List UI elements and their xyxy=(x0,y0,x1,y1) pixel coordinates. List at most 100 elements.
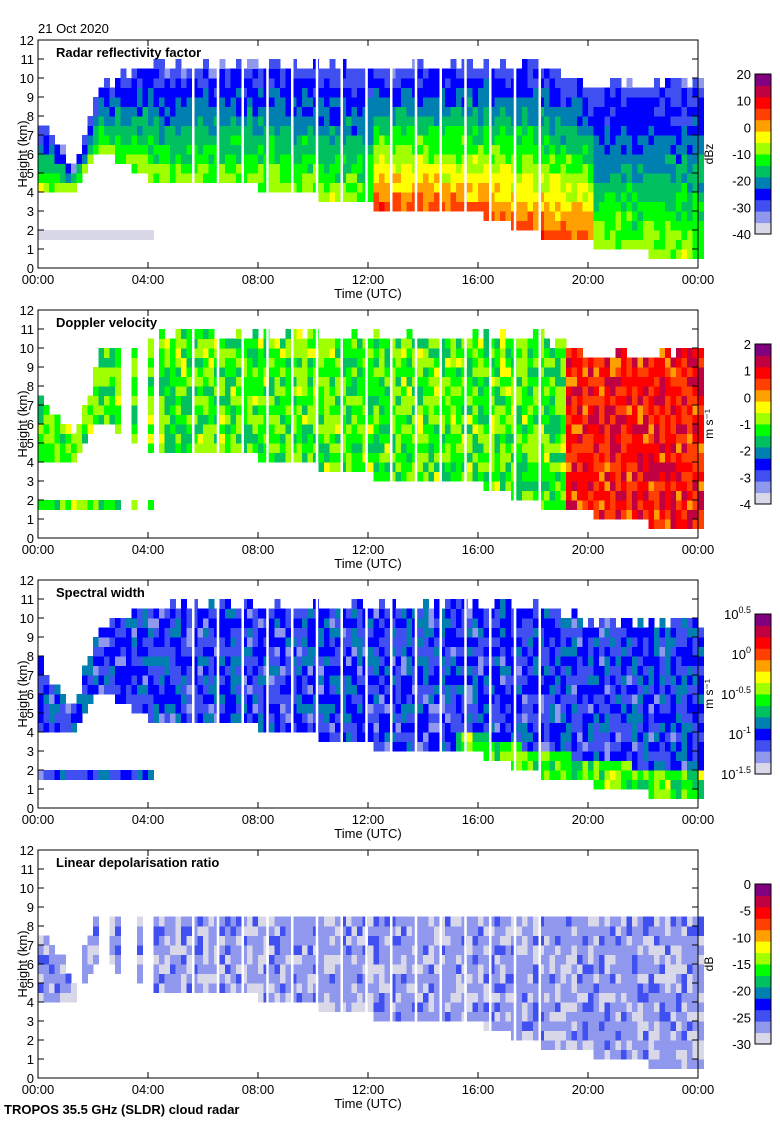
data-cell xyxy=(665,415,671,425)
data-cell xyxy=(544,462,550,472)
data-cell xyxy=(368,173,374,183)
data-cell xyxy=(407,472,413,482)
data-cell xyxy=(577,618,583,628)
data-cell xyxy=(517,88,523,98)
data-cell xyxy=(275,453,281,463)
data-cell xyxy=(319,685,325,695)
data-cell xyxy=(484,462,490,472)
data-cell xyxy=(649,405,655,415)
data-cell xyxy=(335,443,341,453)
data-cell xyxy=(616,704,622,714)
data-cell xyxy=(176,386,182,396)
data-cell xyxy=(324,462,330,472)
data-cell xyxy=(38,424,44,434)
data-cell xyxy=(352,694,358,704)
data-cell xyxy=(517,396,523,406)
data-cell xyxy=(610,628,616,638)
data-cell xyxy=(352,173,358,183)
x-tick-label: 00:00 xyxy=(682,272,715,287)
data-cell xyxy=(429,472,435,482)
data-cell xyxy=(445,192,451,202)
data-cell xyxy=(176,713,182,723)
data-cell xyxy=(209,97,215,107)
data-cell xyxy=(55,434,61,444)
data-cell xyxy=(110,88,116,98)
data-cell xyxy=(38,135,44,145)
data-cell xyxy=(533,192,539,202)
data-cell xyxy=(605,126,611,136)
data-cell xyxy=(203,637,209,647)
data-cell xyxy=(517,704,523,714)
data-cell xyxy=(478,742,484,752)
data-cell xyxy=(203,367,209,377)
data-cell xyxy=(583,97,589,107)
data-cell xyxy=(533,88,539,98)
data-cell xyxy=(533,628,539,638)
colorbar-segment xyxy=(755,188,771,200)
data-cell xyxy=(561,230,567,240)
data-cell xyxy=(396,443,402,453)
data-cell xyxy=(555,666,561,676)
y-tick-label: 9 xyxy=(27,360,34,375)
data-cell xyxy=(698,386,704,396)
data-cell xyxy=(599,751,605,761)
data-cell xyxy=(484,618,490,628)
data-cell xyxy=(550,647,556,657)
data-cell xyxy=(616,666,622,676)
data-cell xyxy=(451,348,457,358)
data-cell xyxy=(319,126,325,136)
data-cell xyxy=(352,107,358,117)
data-cell xyxy=(181,628,187,638)
data-cell xyxy=(330,704,336,714)
data-cell xyxy=(99,675,105,685)
data-cell xyxy=(418,628,424,638)
data-cell xyxy=(500,609,506,619)
data-cell xyxy=(286,116,292,126)
data-cell xyxy=(467,135,473,145)
data-cell xyxy=(473,434,479,444)
data-cell xyxy=(297,135,303,145)
data-cell xyxy=(517,751,523,761)
data-cell xyxy=(297,723,303,733)
data-cell xyxy=(280,637,286,647)
data-cell xyxy=(665,462,671,472)
data-cell xyxy=(506,183,512,193)
data-cell xyxy=(616,723,622,733)
data-cell xyxy=(649,183,655,193)
colorbar-tick-label: -20 xyxy=(732,174,751,189)
data-cell xyxy=(368,415,374,425)
data-cell xyxy=(605,628,611,638)
data-cell xyxy=(346,618,352,628)
data-cell xyxy=(181,329,187,339)
data-cell xyxy=(423,628,429,638)
data-cell xyxy=(49,713,55,723)
data-cell xyxy=(583,462,589,472)
data-cell xyxy=(418,434,424,444)
data-cell xyxy=(203,396,209,406)
data-cell xyxy=(533,405,539,415)
data-cell xyxy=(445,116,451,126)
data-cell xyxy=(599,173,605,183)
data-cell xyxy=(478,462,484,472)
data-cell xyxy=(517,377,523,387)
data-cell xyxy=(324,609,330,619)
data-cell xyxy=(407,97,413,107)
data-cell xyxy=(456,415,462,425)
data-cell xyxy=(434,694,440,704)
data-cell xyxy=(555,202,561,212)
data-cell xyxy=(44,500,50,510)
data-cell xyxy=(115,415,121,425)
data-cell xyxy=(137,69,143,79)
data-cell xyxy=(335,647,341,657)
data-cell xyxy=(374,443,380,453)
data-cell xyxy=(231,339,237,349)
data-cell xyxy=(451,164,457,174)
data-cell xyxy=(588,116,594,126)
data-cell xyxy=(456,348,462,358)
data-cell xyxy=(302,135,308,145)
data-cell xyxy=(187,405,193,415)
data-cell xyxy=(632,386,638,396)
data-cell xyxy=(698,472,704,482)
data-cell xyxy=(484,367,490,377)
data-cell xyxy=(368,107,374,117)
